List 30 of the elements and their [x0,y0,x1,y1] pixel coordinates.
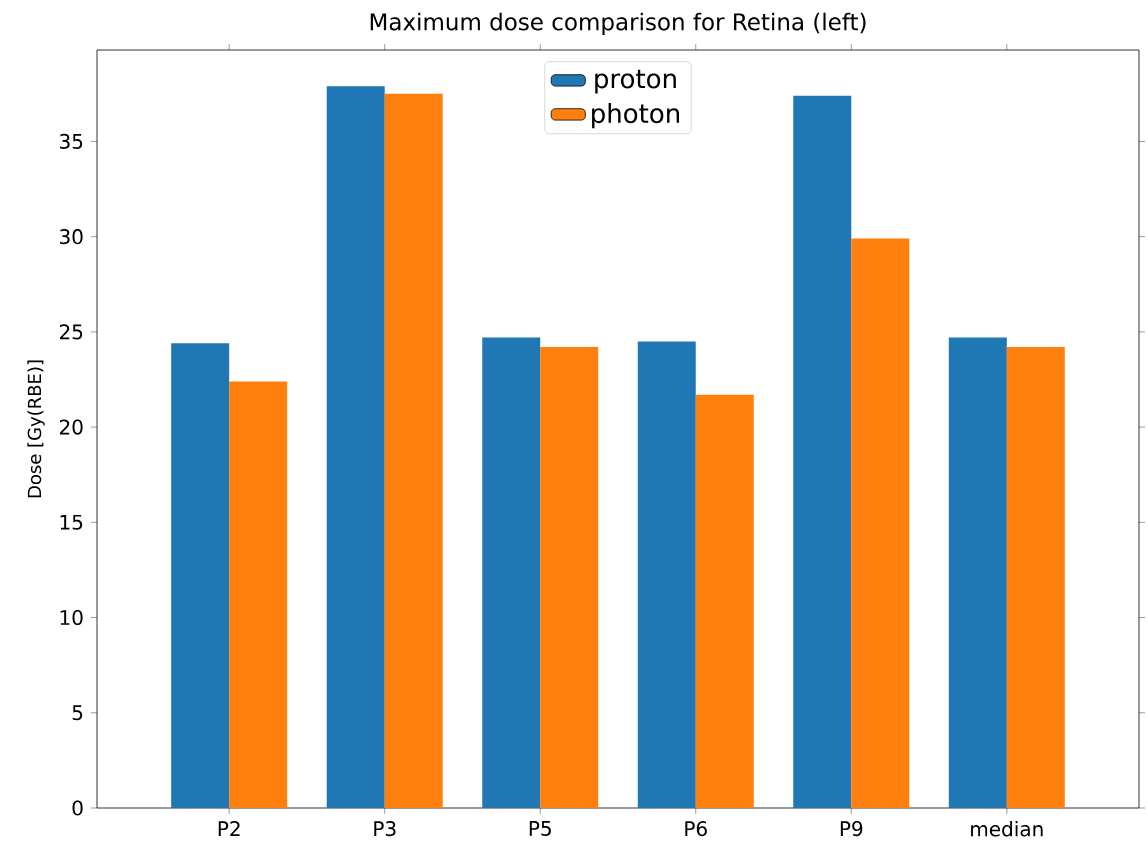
y-tick-label: 5 [72,705,83,721]
y-tick-label: 35 [60,133,83,149]
x-tick-label: P2 [218,821,240,836]
y-tick-label: 10 [60,609,83,626]
x-tick-label: P5 [529,821,551,836]
chart-title: Maximum dose comparison for Retina (left) [370,12,866,35]
bar [948,337,1007,808]
bar [637,341,696,808]
legend-label: proton [595,69,676,94]
bar [229,381,288,808]
bar [171,343,230,808]
x-tick-label: P6 [685,821,707,837]
y-tick-label: 20 [59,419,83,435]
y-tick-label: 30 [60,229,83,245]
y-tick-label: 0 [72,800,83,816]
legend-label: photon [592,103,680,129]
bar [1006,347,1065,808]
bar [326,86,385,808]
bar [851,238,910,808]
bar [793,95,852,808]
y-tick-label: 15 [60,514,83,530]
x-tick-label: median [971,821,1043,837]
y-tick-label: 25 [59,324,83,340]
bar [695,394,754,808]
bar [482,337,541,808]
x-tick-label: P9 [840,821,863,837]
x-tick-label: P3 [374,821,396,837]
bar [540,347,599,808]
bar [384,93,443,808]
y-axis-title: Dose [Gy(RBE)] [27,360,45,498]
